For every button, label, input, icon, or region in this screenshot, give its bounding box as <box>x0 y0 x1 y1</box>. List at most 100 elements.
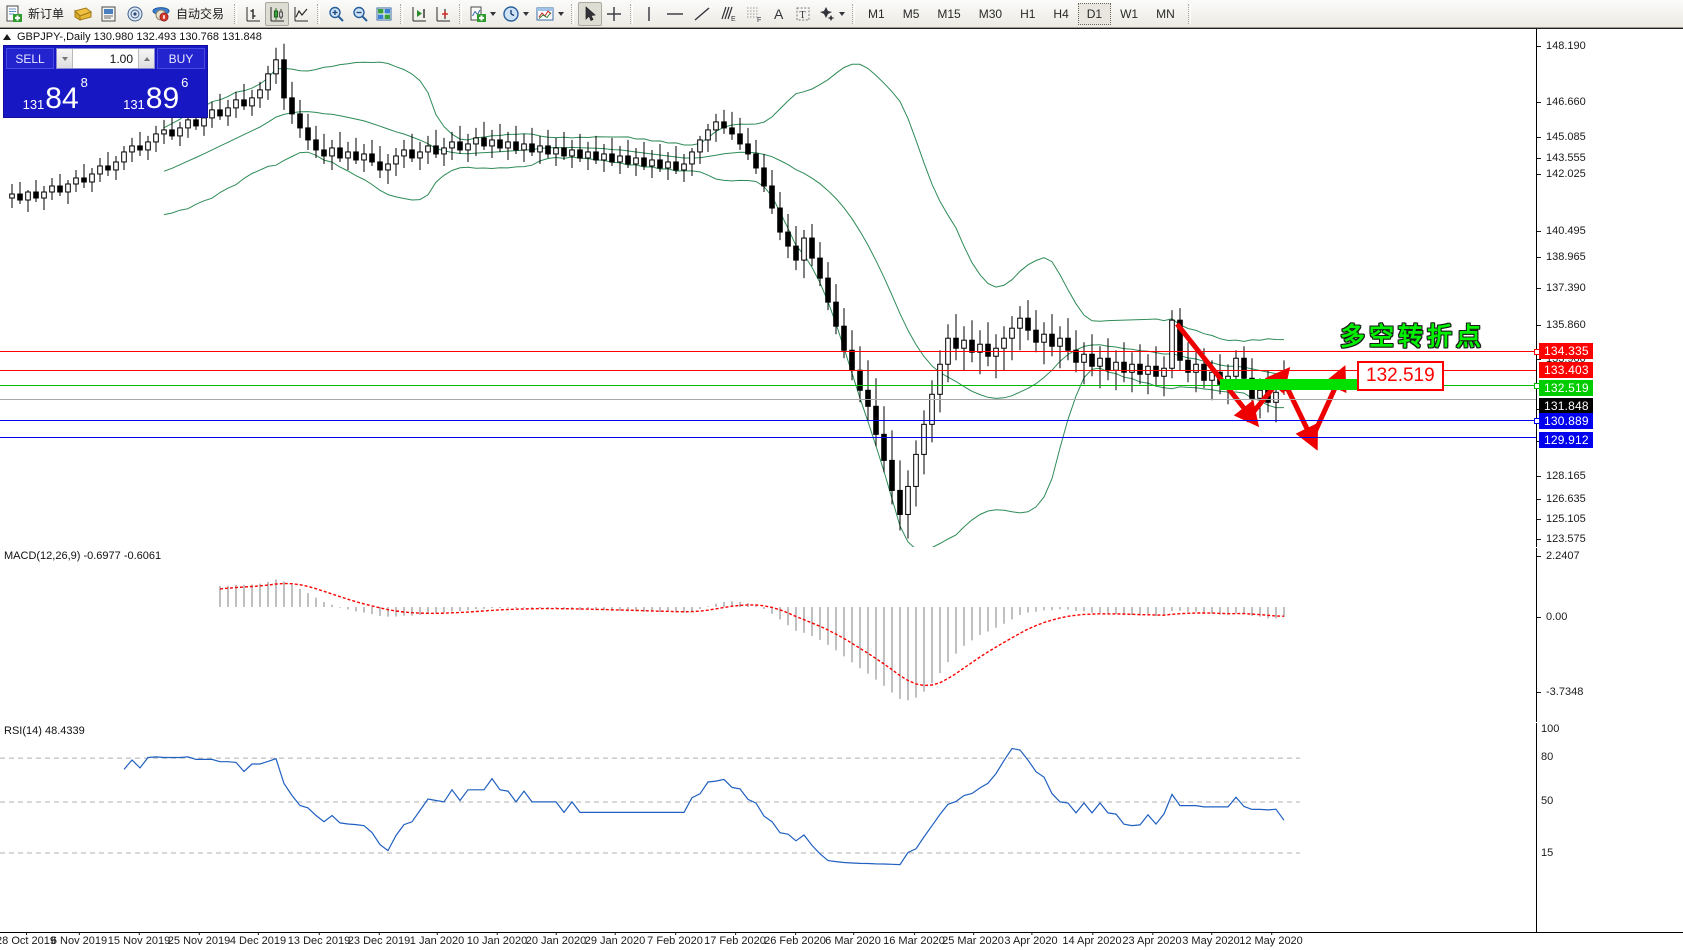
price-tick: 123.575 <box>1537 533 1586 545</box>
history-button[interactable] <box>70 2 96 26</box>
volume-decrement-button[interactable] <box>57 49 73 68</box>
macd-histogram <box>219 579 1285 701</box>
templates-button[interactable] <box>532 2 567 26</box>
buy-price[interactable]: 131 89 6 <box>106 71 205 115</box>
vertical-line-icon <box>640 5 658 23</box>
line-chart-icon <box>292 5 310 23</box>
timeframe-m15[interactable]: M15 <box>937 6 961 21</box>
tile-windows-button[interactable] <box>372 2 396 26</box>
auto-scroll-button[interactable] <box>431 2 455 26</box>
green-zone-highlight[interactable] <box>1220 379 1370 390</box>
level-line-support-2[interactable] <box>0 437 1536 438</box>
signals-button[interactable] <box>122 2 148 26</box>
line-chart-button[interactable] <box>289 2 313 26</box>
toolbar-separator <box>234 3 238 24</box>
candle-series <box>9 43 1287 539</box>
toolbar-separator <box>630 3 634 24</box>
price-tick: 126.635 <box>1537 493 1586 505</box>
time-tick: 28 Oct 2019 <box>0 932 56 947</box>
zoom-in-button[interactable] <box>324 2 348 26</box>
sell-button[interactable]: SELL <box>6 48 54 69</box>
rsi-tick: 80 <box>1541 751 1554 763</box>
timeframe-m1[interactable]: M1 <box>868 6 885 21</box>
sell-price[interactable]: 131 84 8 <box>6 71 105 115</box>
rsi-axis[interactable]: 100 80 50 15 <box>1536 723 1683 932</box>
level-line-resistance-2[interactable] <box>0 370 1536 371</box>
macd-tick: 2.2407 <box>1537 550 1580 562</box>
shapes-button[interactable] <box>815 2 848 26</box>
crosshair-button[interactable] <box>602 2 626 26</box>
volume-stepper[interactable]: 1.00 <box>56 48 155 69</box>
level-line-resistance-1[interactable] <box>0 349 1540 355</box>
timeframe-h1[interactable]: H1 <box>1020 6 1036 21</box>
price-plot-area[interactable]: 多空转折点 132.519 <box>0 29 1540 547</box>
chevron-down-icon[interactable] <box>839 11 846 16</box>
volume-value[interactable]: 1.00 <box>109 51 133 66</box>
main-toolbar: 新订单 <box>0 0 1683 28</box>
one-click-trading-panel[interactable]: SELL 1.00 BUY 131 84 8 131 89 6 <box>3 45 208 118</box>
price-level-label[interactable]: 132.519 <box>1539 380 1593 396</box>
timeframe-m5[interactable]: M5 <box>902 6 920 21</box>
time-tick: 12 May 2020 <box>1239 932 1303 947</box>
price-level-label[interactable]: 131.848 <box>1539 398 1593 414</box>
timeframe-d1[interactable]: D1 <box>1077 2 1112 25</box>
cursor-button[interactable] <box>578 1 603 26</box>
vertical-line-button[interactable] <box>637 2 661 26</box>
level-line-support-1[interactable] <box>0 418 1540 424</box>
terminal-button[interactable] <box>96 2 122 26</box>
collapse-triangle-icon[interactable] <box>3 34 11 40</box>
level-line-bid <box>0 399 1536 400</box>
toolbar-separator <box>459 3 463 24</box>
price-callout-label[interactable]: 132.519 <box>1357 361 1444 391</box>
zoom-out-icon <box>351 5 369 23</box>
time-tick: 15 Nov 2019 <box>107 932 171 947</box>
text-label-button[interactable]: T <box>791 2 815 26</box>
indicators-icon <box>469 5 487 23</box>
time-tick: 14 Apr 2020 <box>1062 932 1122 947</box>
time-tick: 6 Nov 2019 <box>50 932 108 947</box>
bar-chart-button[interactable] <box>241 2 265 26</box>
zoom-out-button[interactable] <box>348 2 372 26</box>
fibonacci-button[interactable]: E <box>715 2 741 26</box>
channel-button[interactable]: F <box>741 2 767 26</box>
timeframe-w1[interactable]: W1 <box>1120 6 1139 21</box>
chinese-annotation-label[interactable]: 多空转折点 <box>1340 322 1486 351</box>
indicators-button[interactable] <box>466 2 499 26</box>
period-button[interactable] <box>499 2 532 26</box>
shift-end-button[interactable] <box>407 2 431 26</box>
new-order-button[interactable]: 新订单 <box>2 2 70 26</box>
zoom-in-icon <box>327 5 345 23</box>
time-axis[interactable]: 28 Oct 2019 6 Nov 2019 15 Nov 2019 25 Nov 2… <box>0 932 1683 950</box>
rsi-plot-area[interactable]: RSI(14) 48.4339 <box>0 723 1536 932</box>
time-tick: 7 Feb 2020 <box>647 932 703 947</box>
autotrading-button[interactable]: 自动交易 <box>148 2 230 26</box>
time-tick: 25 Nov 2019 <box>167 932 231 947</box>
time-tick: 29 Jan 2020 <box>584 932 646 947</box>
timeframe-h4[interactable]: H4 <box>1053 6 1069 21</box>
price-level-label[interactable]: 133.403 <box>1539 362 1593 378</box>
horizontal-line-button[interactable] <box>661 2 689 26</box>
sell-price-main: 84 <box>45 82 79 115</box>
autotrading-icon <box>151 5 171 23</box>
macd-plot-area[interactable]: MACD(12,26,9) -0.6977 -0.6061 <box>0 548 1536 722</box>
price-level-label[interactable]: 130.889 <box>1539 413 1593 429</box>
channel-icon: F <box>744 5 764 23</box>
trendline-button[interactable] <box>689 2 715 26</box>
price-axis[interactable]: 148.190 146.660 145.085 143.555 142.025 140.4… <box>1536 29 1683 547</box>
buy-button[interactable]: BUY <box>157 48 205 69</box>
candlestick-chart-button[interactable] <box>265 1 290 26</box>
timeframe-mn[interactable]: MN <box>1156 6 1175 21</box>
price-level-label[interactable]: 134.335 <box>1539 343 1593 359</box>
chevron-down-icon[interactable] <box>523 11 530 16</box>
chevron-down-icon[interactable] <box>490 11 497 16</box>
history-icon <box>73 5 93 23</box>
chevron-down-icon[interactable] <box>558 11 565 16</box>
timeframe-m30[interactable]: M30 <box>978 6 1003 21</box>
bollinger-lower-band <box>163 151 1284 547</box>
price-level-label[interactable]: 129.912 <box>1539 432 1593 448</box>
horizontal-line-icon <box>664 5 686 23</box>
text-button[interactable]: A <box>767 2 791 26</box>
volume-increment-button[interactable] <box>138 49 154 68</box>
macd-axis[interactable]: 2.2407 0.00 -3.7348 <box>1536 548 1683 722</box>
rsi-tick: 100 <box>1541 723 1560 735</box>
